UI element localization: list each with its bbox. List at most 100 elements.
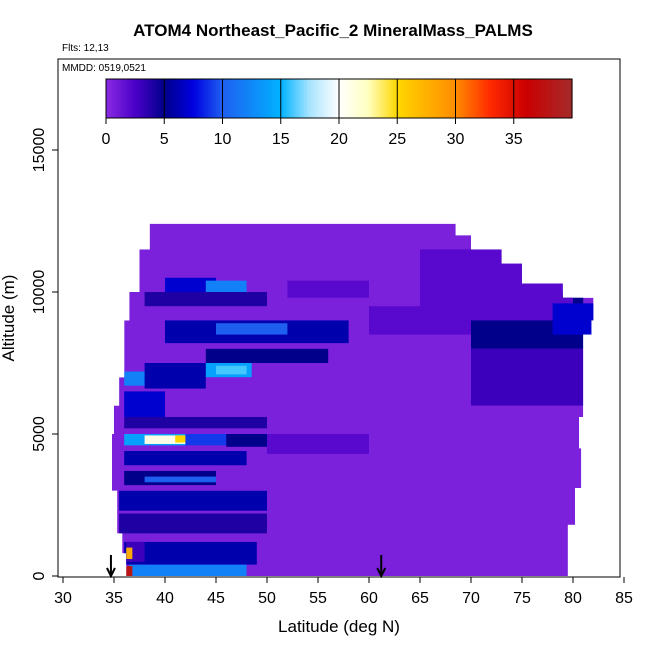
heatmap-cell [126,566,133,576]
colorbar-tick-label: 10 [214,131,232,148]
colorbar-segment [184,79,189,118]
colorbar-segment [455,79,460,118]
colorbar-segment [470,79,474,118]
colorbar-segment [458,79,462,118]
heatmap-cell [185,434,227,446]
colorbar-segment [516,79,521,118]
colorbar-segment [190,79,194,118]
colorbar-segment [181,79,186,118]
heatmap-cell [175,435,188,443]
colorbar-segment [260,79,264,118]
colorbar-segment [362,79,366,118]
x-axis: 30 35 40 45 50 55 60 65 70 75 80 85 [54,577,633,607]
colorbar-segment [108,79,113,118]
colorbar-segment [539,79,544,118]
colorbar-tick-label: 35 [505,131,523,148]
colorbar-segment [248,79,253,118]
colorbar-segment [420,79,425,118]
colorbar-segment [359,79,363,118]
colorbar-segment [423,79,427,118]
colorbar-segment [499,79,503,118]
colorbar-segment [298,79,302,118]
colorbar-segment [417,79,422,118]
colorbar-segment [155,79,160,118]
colorbar-segment [356,79,360,118]
colorbar-segment [446,79,451,118]
colorbar-segment [295,79,299,118]
colorbar-segment [551,79,556,118]
heatmap-clip-group [112,223,594,577]
heatmap-cell [144,435,186,444]
colorbar-segment [283,79,288,118]
heatmap-cell [287,280,369,298]
heatmap-cell [144,363,206,389]
colorbar-segment [111,79,116,118]
colorbar-segment [199,79,203,118]
heatmap-cell [124,541,257,565]
colorbar-segment [528,79,532,118]
x-tick-label: 55 [309,590,327,607]
colorbar-segment [324,79,328,118]
colorbar-segment [440,79,445,118]
colorbar-segment [341,79,346,118]
colorbar-segment [376,79,381,118]
dates-label: MMDD: 0519,0521 [62,63,146,74]
colorbar-tick-label: 5 [160,131,169,148]
plot-frame [57,58,621,578]
colorbar-segment [496,79,500,118]
heatmap-cell [124,451,247,466]
colorbar-segment [438,79,442,118]
colorbar-segment [566,79,570,118]
heatmap-cell [129,564,247,576]
colorbar-segment [129,79,133,118]
colorbar-segment [135,79,139,118]
colorbar-segment [554,79,559,118]
colorbar-segment [114,79,119,118]
colorbar-segment [187,79,192,118]
colorbar-segment [143,79,148,118]
x-tick-label: 40 [156,590,174,607]
colorbar-segment [426,79,430,118]
colorbar-segment [478,79,483,118]
colorbar-tick-label: 20 [330,131,348,148]
colorbar-segment [272,79,276,118]
colorbar-segment [213,79,218,118]
colorbar-segment [207,79,212,118]
colorbar-segment [333,79,337,118]
colorbar-segment [368,79,372,118]
colorbar-segment [286,79,291,118]
colorbar-segment [563,79,567,118]
colorbar-segment [519,79,524,118]
colorbar-segment [507,79,512,118]
colorbar-segment [435,79,439,118]
colorbar-segment [569,79,573,118]
x-tick-label: 70 [462,590,480,607]
heatmap-cell [165,277,216,295]
colorbar-segment [475,79,480,118]
colorbar-segment [245,79,250,118]
heatmap-cell [471,348,584,406]
x-tick-label: 80 [564,590,582,607]
colorbar-segment [339,79,343,118]
heatmap-cell [124,416,267,429]
colorbar-segment [210,79,215,118]
y-axis: 0 5000 10000 15000 [31,128,58,580]
colorbar-segment [251,79,256,118]
colorbar-segment [280,79,285,118]
heatmap-cell [144,476,216,483]
colorbar-segment [277,79,282,118]
colorbar-segment [138,79,142,118]
colorbar-segment [193,79,197,118]
y-tick-label: 5000 [31,416,48,452]
heatmap-cell [144,292,267,307]
colorbar-segment [505,79,509,118]
y-axis-label: Altitude (m) [0,275,18,362]
x-axis-label: Latitude (deg N) [278,617,400,636]
colorbar-segment [309,79,314,118]
colorbar-segment [481,79,486,118]
colorbar-segment [289,79,293,118]
colorbar-segment [140,79,145,118]
arrow-head [106,567,116,579]
colorbar-segment [234,79,238,118]
